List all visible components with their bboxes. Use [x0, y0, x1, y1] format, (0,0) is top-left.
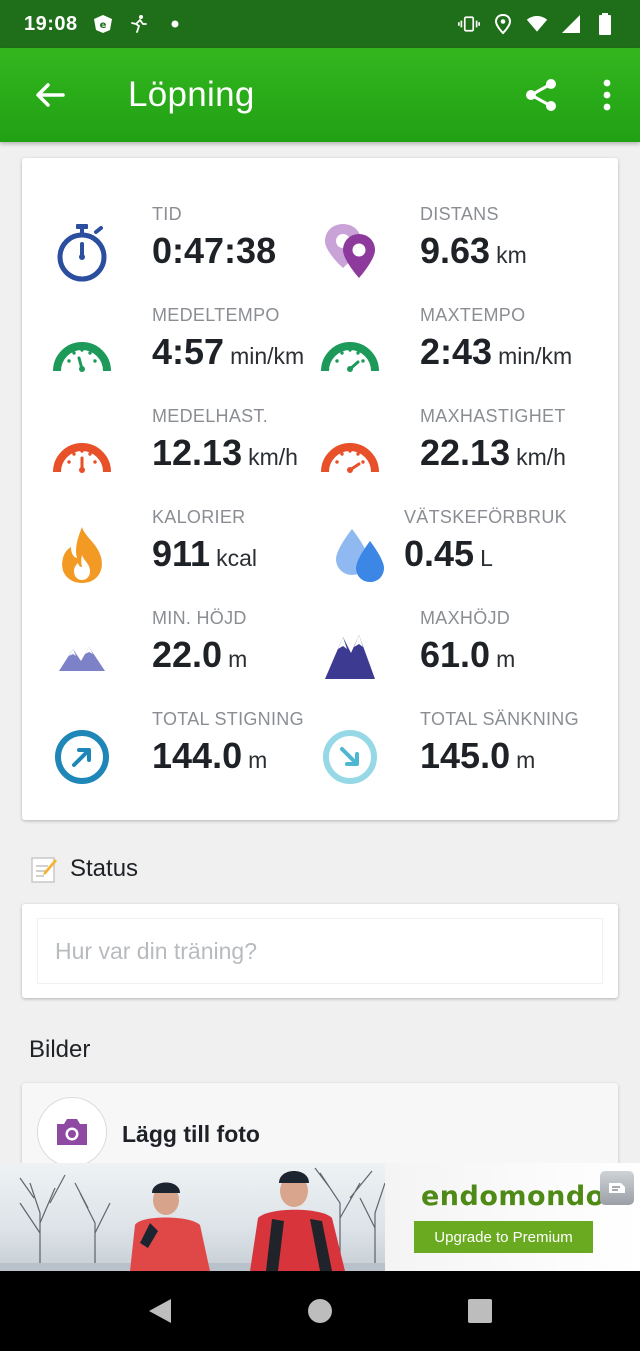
signal-icon — [560, 13, 582, 35]
stat-label: VÄTSKEFÖRBRUK — [404, 507, 567, 527]
status-section-header: Status — [30, 854, 138, 884]
nav-home-button[interactable] — [280, 1271, 360, 1351]
location-icon — [492, 13, 514, 35]
mountain-low-icon — [52, 626, 112, 686]
ad-runners-image — [0, 1163, 385, 1271]
share-icon — [526, 79, 556, 111]
page-title: Löpning — [128, 75, 255, 114]
stat-value: 4:57 min/km — [152, 331, 305, 372]
nav-recents-button[interactable] — [440, 1271, 520, 1351]
battery-icon — [594, 13, 616, 35]
flame-icon — [52, 525, 112, 585]
stat-label: MEDELHAST. — [152, 406, 269, 426]
arrow-left-icon — [36, 83, 65, 107]
triangle-back-icon — [149, 1299, 171, 1323]
stat-value: 2:43 min/km — [420, 331, 573, 372]
notification-app-icon: e — [92, 13, 114, 35]
add-photo-label: Lägg till foto — [122, 1121, 260, 1147]
photos-heading: Bilder — [29, 1036, 91, 1063]
svg-text:e: e — [99, 20, 106, 31]
stat-value: 22.13 km/h — [420, 432, 566, 473]
stat-label: TID — [152, 204, 182, 224]
endomondo-logo: endomondo — [421, 1181, 605, 1212]
more-vert-icon — [603, 79, 611, 111]
stat-label: MAXHASTIGHET — [420, 406, 566, 426]
stat-avg-pace: MEDELTEMPO 4:57 min/km — [52, 305, 342, 385]
workout-stats-card: TID 0:47:38 DISTANS 9.63 km MEDELTEMPO 4:… — [22, 158, 618, 820]
speedometer-green-icon — [52, 323, 112, 383]
stat-label: TOTAL STIGNING — [152, 709, 304, 729]
stopwatch-icon — [52, 222, 112, 282]
system-nav-bar — [0, 1271, 640, 1351]
stat-total-descent: TOTAL SÄNKNING 145.0 m — [320, 709, 610, 789]
stat-value: 145.0 m — [420, 735, 536, 776]
note-icon — [31, 857, 57, 883]
stat-duration: TID 0:47:38 — [52, 204, 342, 284]
stat-distance: DISTANS 9.63 km — [320, 204, 610, 284]
vibrate-icon — [458, 13, 480, 35]
stat-value: 22.0 m — [152, 634, 248, 675]
stat-hydration: VÄTSKEFÖRBRUK 0.45 L — [320, 507, 610, 587]
stat-label: MAXTEMPO — [420, 305, 526, 325]
ad-panel: endomondo Upgrade to Premium — [385, 1163, 640, 1271]
status-card — [22, 904, 618, 998]
stat-min-altitude: MIN. HÖJD 22.0 m — [52, 608, 342, 688]
stat-value: 12.13 km/h — [152, 432, 298, 473]
upgrade-premium-button[interactable]: Upgrade to Premium — [414, 1221, 593, 1253]
status-heading: Status — [70, 855, 139, 882]
square-recents-icon — [468, 1299, 492, 1323]
overflow-menu-button[interactable] — [574, 48, 640, 142]
add-photo-button[interactable]: Lägg till foto — [22, 1083, 618, 1173]
speedometer-red-max-icon — [320, 424, 380, 484]
stat-max-speed: MAXHASTIGHET 22.13 km/h — [320, 406, 610, 486]
status-time: 19:08 — [24, 12, 78, 35]
stat-label: TOTAL SÄNKNING — [420, 709, 579, 729]
speedometer-red-icon — [52, 424, 112, 484]
back-button[interactable] — [0, 48, 100, 142]
water-drops-icon — [330, 525, 390, 585]
status-input[interactable] — [37, 918, 603, 984]
running-notification-icon — [128, 13, 150, 35]
stat-label: MEDELTEMPO — [152, 305, 280, 325]
stat-value: 144.0 m — [152, 735, 268, 776]
map-pins-icon — [320, 222, 380, 282]
stat-label: DISTANS — [420, 204, 499, 224]
stat-label: MAXHÖJD — [420, 608, 511, 628]
add-photo-circle — [37, 1097, 107, 1167]
status-bar: 19:08 e — [0, 0, 640, 48]
stat-value: 0:47:38 — [152, 230, 277, 271]
share-button[interactable] — [508, 48, 574, 142]
ascent-icon — [52, 727, 112, 787]
stat-value: 61.0 m — [420, 634, 516, 675]
stat-avg-speed: MEDELHAST. 12.13 km/h — [52, 406, 342, 486]
descent-icon — [320, 727, 380, 787]
ad-banner[interactable]: endomondo Upgrade to Premium — [0, 1163, 640, 1271]
stat-max-altitude: MAXHÖJD 61.0 m — [320, 608, 610, 688]
dot-icon — [164, 13, 186, 35]
app-bar: Löpning — [0, 48, 640, 142]
stat-value: 911 kcal — [152, 533, 257, 574]
mountain-high-icon — [320, 626, 380, 686]
stat-label: MIN. HÖJD — [152, 608, 247, 628]
speedometer-green-max-icon — [320, 323, 380, 383]
ad-choices-icon[interactable] — [600, 1171, 634, 1205]
stat-value: 0.45 L — [404, 533, 493, 574]
circle-home-icon — [308, 1299, 332, 1323]
stat-value: 9.63 km — [420, 230, 527, 271]
wifi-icon — [526, 13, 548, 35]
stat-calories: KALORIER 911 kcal — [52, 507, 342, 587]
nav-back-button[interactable] — [120, 1271, 200, 1351]
stat-label: KALORIER — [152, 507, 246, 527]
camera-icon — [57, 1119, 87, 1145]
stat-total-ascent: TOTAL STIGNING 144.0 m — [52, 709, 342, 789]
stat-max-pace: MAXTEMPO 2:43 min/km — [320, 305, 610, 385]
